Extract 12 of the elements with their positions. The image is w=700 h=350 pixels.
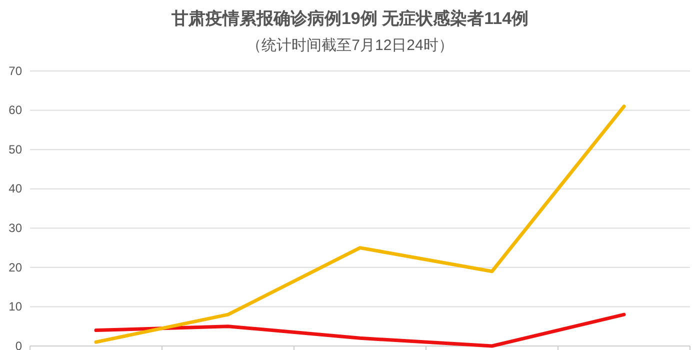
- line-series: [94, 104, 626, 344]
- line-series: [94, 312, 626, 348]
- y-tick-label: 70: [8, 64, 22, 78]
- y-tick-label: 50: [8, 142, 22, 156]
- chart-title: 甘肃疫情累报确诊病例19例 无症状感染者114例: [170, 9, 529, 28]
- y-tick-label: 40: [8, 182, 22, 196]
- y-tick-label: 0: [15, 338, 22, 350]
- chart-subtitle: （统计时间截至7月12日24时）: [246, 37, 454, 54]
- y-tick-label: 10: [8, 300, 22, 314]
- y-tick-label: 60: [8, 103, 22, 118]
- y-tick-label: 20: [8, 260, 22, 274]
- y-tick-label: 30: [8, 220, 22, 235]
